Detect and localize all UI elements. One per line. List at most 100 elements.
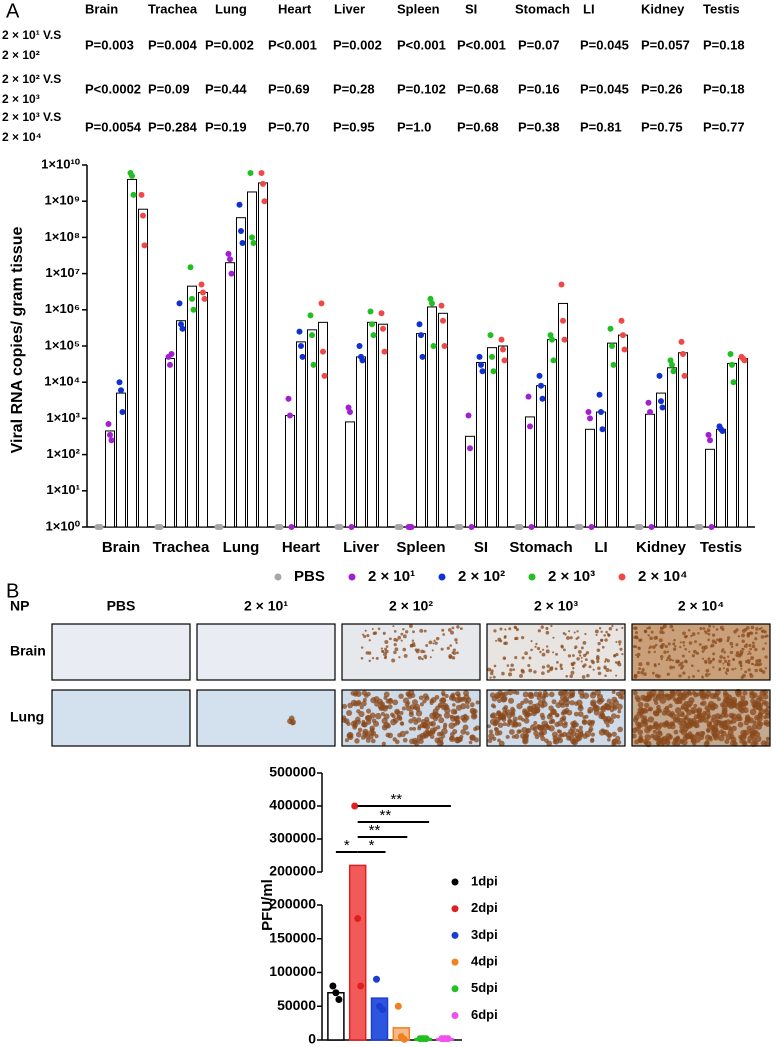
stain: [647, 634, 650, 637]
stain: [361, 633, 365, 636]
data-point: [179, 325, 186, 332]
p-value: P=0.18: [703, 81, 745, 96]
stain: [460, 703, 467, 710]
stain: [615, 691, 621, 697]
data-point: [249, 234, 255, 241]
stain: [671, 659, 675, 662]
stain: [578, 725, 583, 730]
data-point: [307, 312, 314, 319]
stain: [412, 630, 415, 634]
stain: [429, 712, 436, 720]
stain: [512, 719, 517, 724]
stain: [590, 659, 594, 663]
data-point: [730, 379, 737, 386]
data-point: [444, 1035, 452, 1043]
data-point: [479, 368, 486, 375]
x-tick-label: Stomach: [509, 539, 572, 556]
stain: [611, 624, 614, 628]
stain: [561, 709, 568, 715]
stain: [387, 698, 394, 705]
histology-image: [197, 624, 335, 680]
stain: [551, 709, 557, 715]
stain: [582, 666, 585, 669]
bar: [678, 352, 688, 528]
stain: [691, 654, 695, 658]
stain: [656, 736, 662, 741]
stain: [581, 675, 586, 679]
data-point: [587, 415, 593, 422]
stain: [569, 636, 573, 640]
stain: [636, 655, 640, 659]
stain: [598, 626, 602, 630]
legend-marker: [451, 878, 459, 886]
stain: [712, 658, 715, 661]
stain: [566, 709, 573, 716]
stain: [475, 700, 480, 705]
bar: [498, 345, 508, 528]
stain: [662, 723, 668, 728]
stain: [660, 645, 664, 649]
column-header: PBS: [107, 598, 136, 614]
stain: [604, 660, 607, 663]
data-point: [659, 404, 666, 411]
stain: [706, 628, 711, 633]
stain: [459, 734, 464, 739]
stain: [719, 720, 726, 727]
stain: [752, 703, 757, 709]
stain: [568, 630, 571, 633]
stain: [745, 659, 749, 664]
stain: [574, 722, 579, 728]
stain: [750, 631, 754, 635]
stain: [537, 691, 543, 696]
legend-marker: [274, 573, 282, 581]
stain: [760, 740, 767, 747]
stain: [577, 705, 584, 712]
stain: [594, 689, 601, 696]
bar: [416, 333, 426, 528]
stain: [508, 729, 515, 735]
data-point: [238, 228, 244, 235]
legend-label: 2dpi: [471, 900, 498, 915]
stain: [503, 641, 507, 645]
stain: [672, 737, 678, 743]
y-tick-label: 1×10¹: [46, 482, 80, 497]
stain: [419, 702, 424, 707]
stain: [739, 664, 742, 668]
stain: [381, 741, 386, 746]
stain: [760, 626, 763, 630]
p-value: P=0.75: [641, 119, 683, 134]
p-value: P=1.0: [397, 119, 431, 134]
stain: [600, 714, 606, 720]
stain: [565, 703, 569, 708]
stain: [747, 668, 751, 672]
y-tick-label: 500000: [269, 764, 316, 780]
data-point: [329, 982, 337, 990]
stain: [691, 709, 696, 715]
bar: [356, 356, 366, 528]
data-point: [547, 332, 554, 339]
data-point: [478, 361, 484, 368]
data-point: [260, 180, 266, 187]
stain: [680, 666, 684, 670]
stain: [611, 713, 617, 719]
y-tick-label: 1×10⁵: [45, 337, 80, 352]
stain: [457, 696, 464, 703]
stain: [432, 642, 435, 645]
stain: [400, 639, 403, 642]
data-point: [189, 295, 195, 302]
data-point: [227, 256, 233, 263]
stain: [469, 707, 477, 715]
stain: [685, 634, 689, 638]
row-label: 2 × 10¹ V.S: [2, 28, 61, 42]
stain: [765, 736, 770, 741]
stain: [740, 667, 743, 670]
stain: [360, 646, 364, 649]
stain: [368, 639, 371, 642]
stain: [655, 673, 659, 678]
stain: [658, 689, 665, 696]
stain: [586, 719, 593, 726]
stain: [741, 633, 745, 638]
stain: [576, 630, 579, 633]
stain: [618, 689, 625, 696]
stain: [682, 641, 685, 644]
